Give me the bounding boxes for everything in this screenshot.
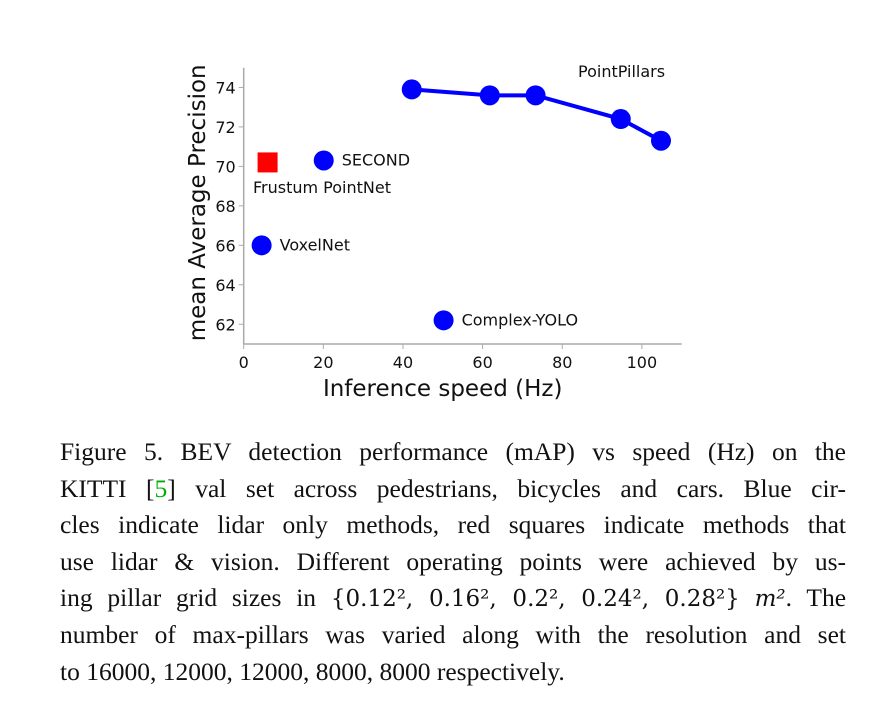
pointpillars-point [525,85,546,106]
x-tick-label: 100 [627,353,658,372]
pointpillars-label: PointPillars [578,62,665,81]
caption-text: ] val set across pedestrians, bicycles a… [167,473,846,503]
y-tick-label: 68 [215,197,235,216]
x-tick-label: 40 [393,353,413,372]
x-tick-label: 80 [552,353,572,372]
pointpillars-point [479,85,500,106]
figure-caption: Figure 5. BEV detection performance (mAP… [60,434,846,690]
caption-line: ing pillar grid sizes in {0.12², 0.16², … [60,580,846,617]
y-axis-label: mean Average Precision [185,64,211,341]
x-tick-label: 60 [472,353,492,372]
frustum-pointnet-label: Frustum PointNet [253,178,391,197]
caption-line: KITTI [5] val set across pedestrians, bi… [60,471,846,508]
x-tick-label: 20 [313,353,333,372]
voxelnet-point [251,235,272,256]
pointpillars-point [650,130,671,151]
y-tick-label: 64 [215,276,235,295]
citation-link[interactable]: 5 [154,473,168,503]
caption-line: to 16000, 12000, 12000, 8000, 8000 respe… [60,656,565,686]
pointpillars-point [610,109,631,130]
caption-line: use lidar & vision. Different operating … [60,546,846,576]
pointpillars-point [401,79,422,100]
y-tick-label: 74 [215,78,235,97]
second-label: SECOND [342,150,410,169]
y-tick-label: 66 [215,236,235,255]
x-tick-label: 0 [239,353,249,372]
caption-line: cles indicate lidar only methods, red sq… [60,510,846,540]
second-point [313,150,334,171]
y-tick-label: 72 [215,118,235,137]
math-unit: m² [754,586,786,613]
math-set: {0.12², 0.16², 0.2², 0.24², 0.28²} [330,586,740,613]
frustum-pointnet-point [257,152,278,173]
scatter-chart: 0 20 40 60 80 100 62 64 66 68 70 72 74 Inference spee… [185,62,682,402]
caption-line: number of max-pillars was varied along w… [60,619,846,649]
complex-yolo-label: Complex-YOLO [462,310,578,329]
y-tick-label: 62 [215,315,235,334]
caption-line: Figure 5. BEV detection performance (mAP… [60,437,846,466]
y-tick-label: 70 [215,157,235,176]
caption-text: KITTI [ [60,473,155,503]
caption-text: ing pillar grid sizes in [60,583,331,613]
caption-text: . The [785,583,847,613]
x-axis-label: Inference speed (Hz) [323,376,563,402]
complex-yolo-point [433,310,454,331]
voxelnet-label: VoxelNet [280,235,350,254]
